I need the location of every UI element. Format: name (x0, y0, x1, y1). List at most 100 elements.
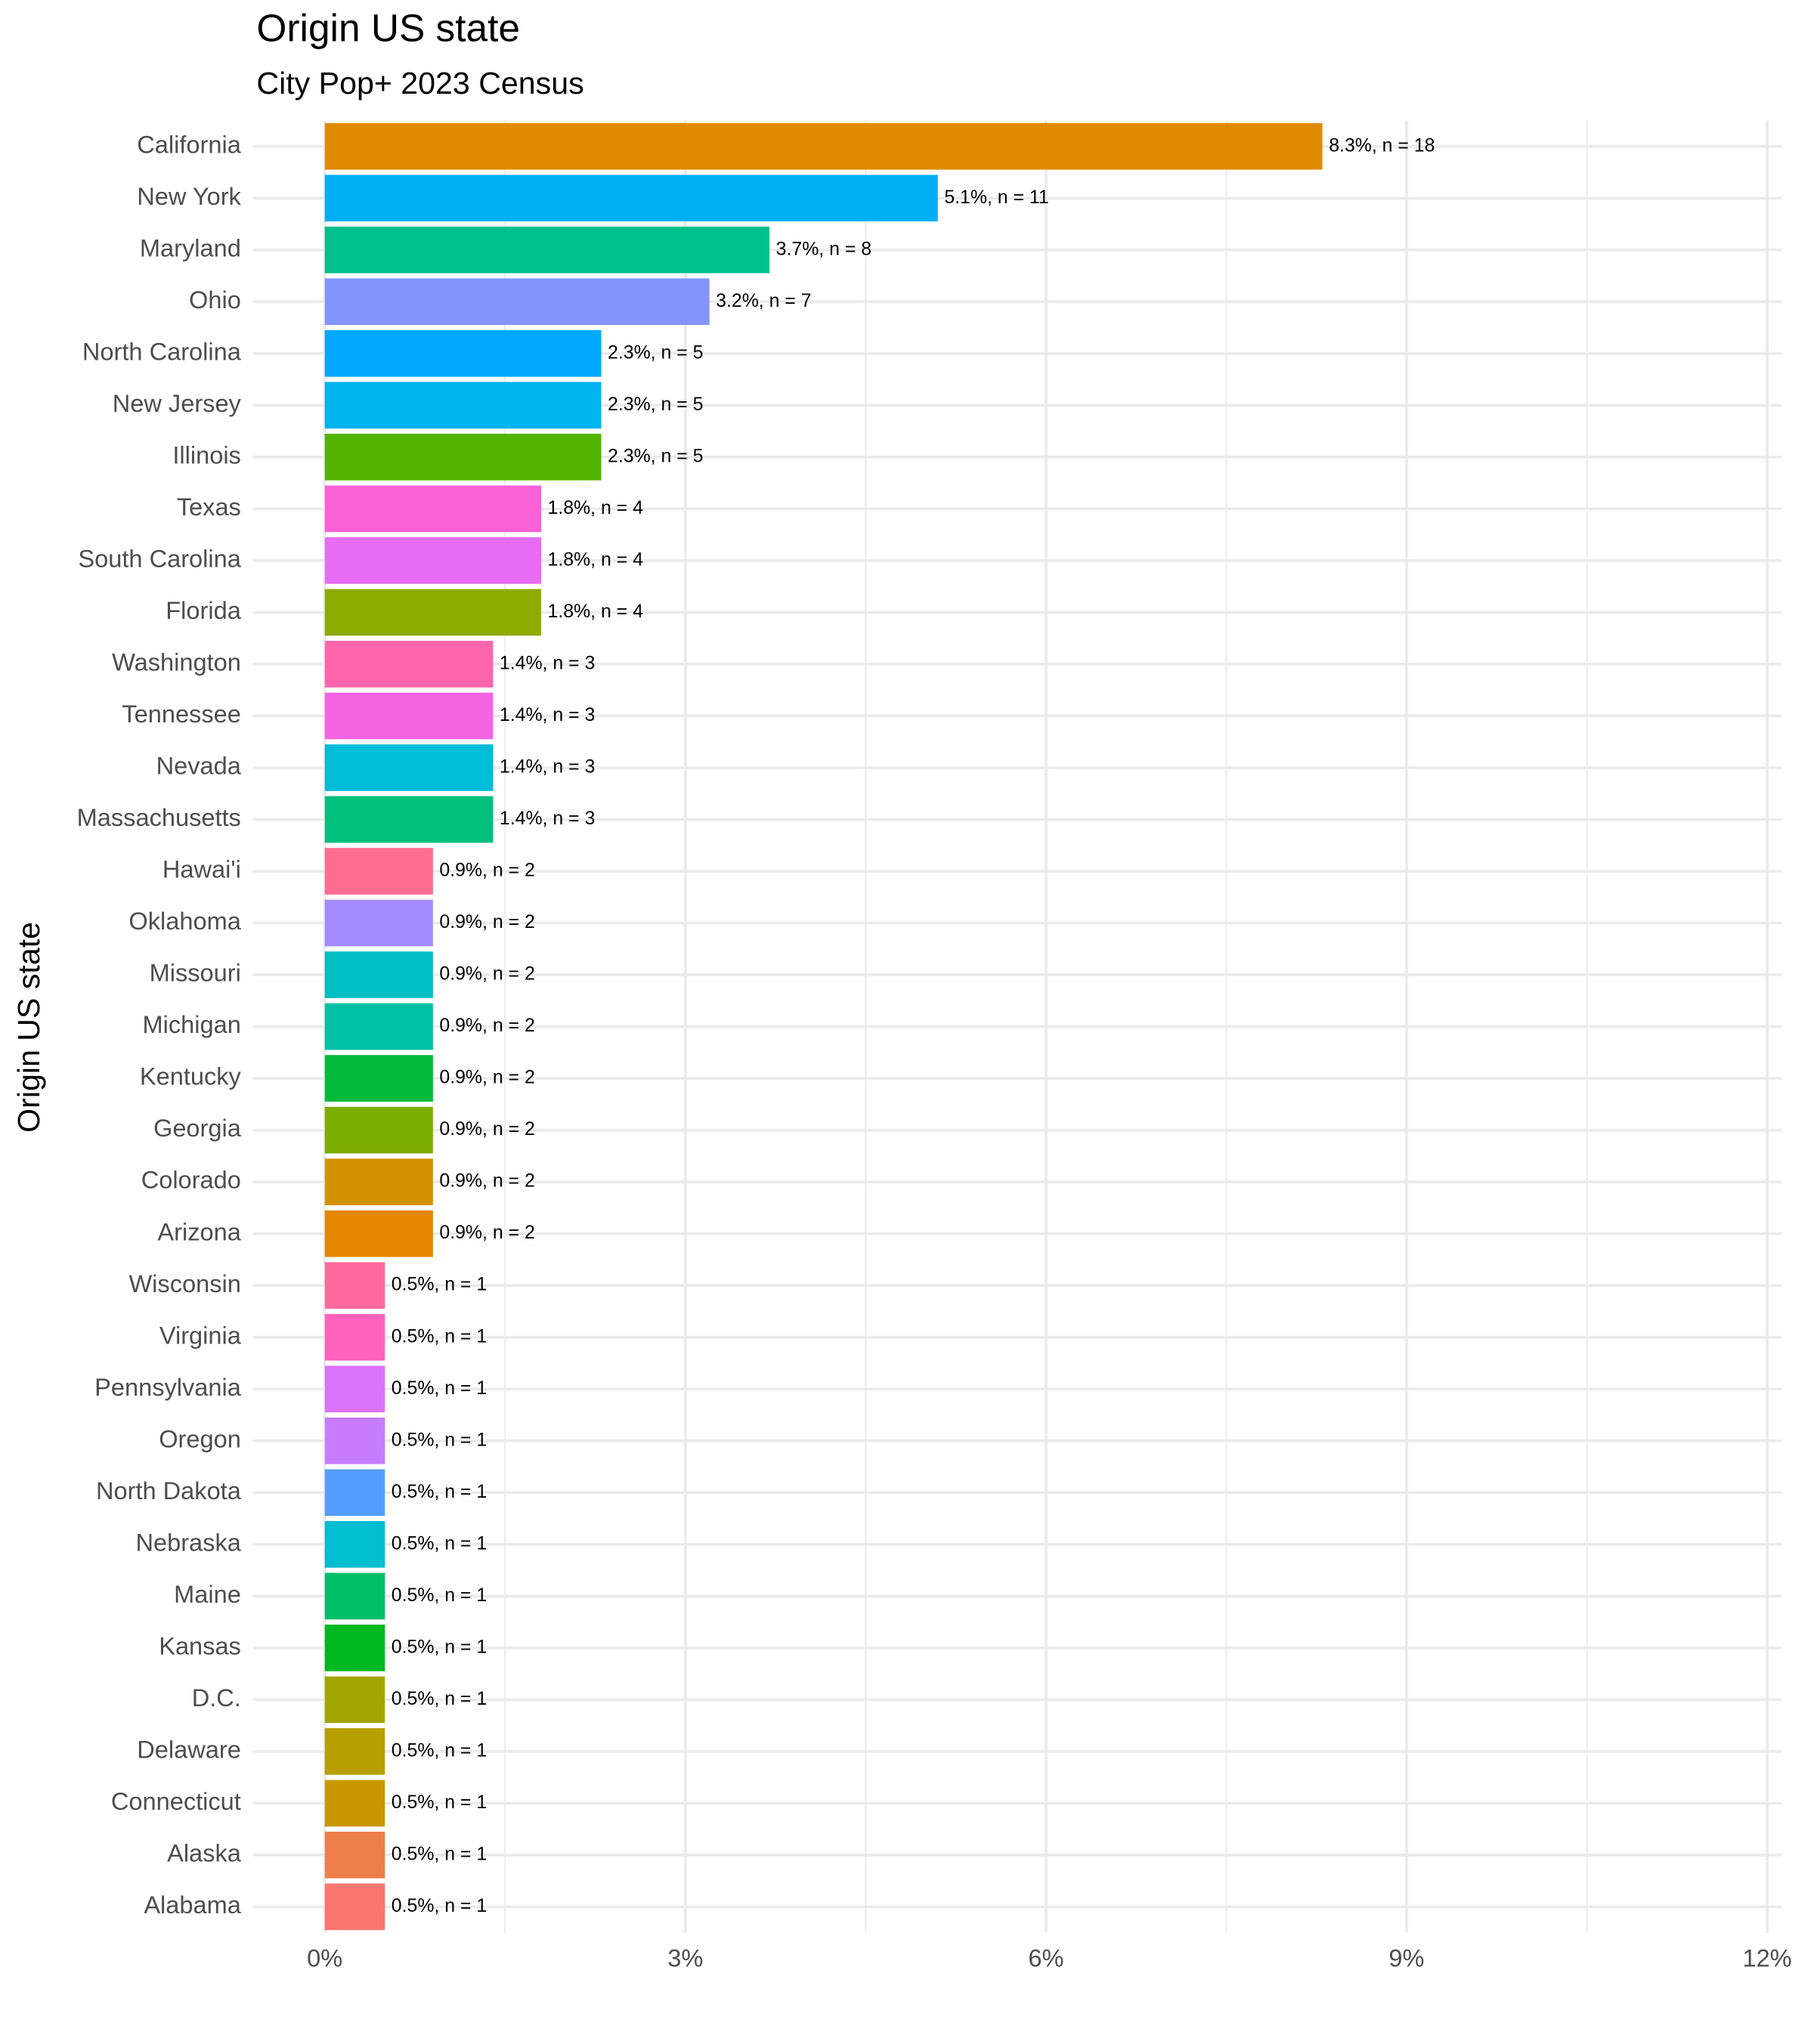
value-label: 0.9%, n = 2 (439, 1068, 534, 1088)
y-tick-label: D.C. (192, 1684, 241, 1712)
y-tick-label: Washington (112, 649, 241, 676)
y-tick-label: Oklahoma (128, 908, 241, 935)
y-tick-label: Ohio (189, 286, 241, 314)
value-label: 3.7%, n = 8 (776, 239, 871, 259)
value-label: 0.5%, n = 1 (392, 1430, 487, 1450)
bar (324, 1106, 433, 1154)
bar (324, 692, 494, 740)
y-tick-label: Texas (177, 493, 241, 521)
value-label: 0.5%, n = 1 (392, 1740, 487, 1761)
y-tick-label: Michigan (143, 1011, 241, 1038)
value-label: 1.4%, n = 3 (500, 757, 595, 778)
y-tick-label: Missouri (150, 960, 241, 987)
bar (324, 1055, 433, 1102)
value-label: 0.9%, n = 2 (439, 912, 534, 932)
y-tick-label: Virginia (159, 1322, 242, 1349)
value-label: 3.2%, n = 7 (716, 291, 811, 311)
value-label: 1.4%, n = 3 (500, 809, 595, 829)
y-tick-label: North Dakota (96, 1477, 242, 1504)
bar (324, 641, 494, 688)
y-tick-label: Arizona (157, 1218, 241, 1245)
value-label: 2.3%, n = 5 (608, 342, 703, 363)
value-label: 0.5%, n = 1 (392, 1585, 487, 1606)
bar (324, 485, 541, 533)
value-label: 0.9%, n = 2 (439, 1171, 534, 1192)
y-tick-label: Nevada (156, 753, 242, 780)
value-label: 8.3%, n = 18 (1329, 135, 1435, 156)
bar (324, 1313, 385, 1361)
bar (324, 1417, 385, 1464)
y-axis-label: Origin US state (11, 922, 46, 1133)
bar (324, 589, 541, 636)
x-tick-label: 3% (667, 1944, 703, 1971)
x-tick-label: 0% (307, 1944, 342, 1971)
bar (324, 1625, 385, 1671)
value-label: 0.9%, n = 2 (439, 1223, 534, 1243)
bar (324, 1158, 433, 1205)
bar (324, 1469, 385, 1517)
value-label: 1.8%, n = 4 (548, 601, 644, 622)
y-tick-label: Massachusetts (77, 804, 241, 831)
bar (324, 1832, 385, 1879)
y-tick-label: Pennsylvania (94, 1374, 242, 1401)
value-label: 0.5%, n = 1 (392, 1275, 487, 1295)
bar (324, 1003, 433, 1050)
y-tick-label: New York (137, 183, 241, 210)
bar (324, 796, 494, 843)
y-tick-label: Alabama (144, 1891, 241, 1919)
bar (324, 1520, 385, 1568)
bar (324, 382, 602, 429)
bar (324, 848, 433, 895)
y-tick-label: Maryland (140, 234, 241, 261)
bar (324, 1365, 385, 1413)
value-label: 1.8%, n = 4 (548, 498, 644, 518)
x-tick-label: 9% (1388, 1944, 1424, 1971)
y-tick-label: Tennessee (122, 700, 241, 728)
y-tick-label: Oregon (159, 1425, 241, 1452)
bar (324, 433, 602, 481)
value-label: 0.5%, n = 1 (392, 1896, 487, 1916)
x-tick-label: 12% (1742, 1944, 1791, 1971)
y-tick-label: Alaska (167, 1840, 242, 1867)
y-tick-label: Colorado (141, 1167, 241, 1194)
value-label: 1.4%, n = 3 (500, 705, 595, 725)
value-label: 0.5%, n = 1 (392, 1533, 487, 1554)
y-tick-label: Kansas (159, 1632, 241, 1659)
chart-subtitle: City Pop+ 2023 Census (256, 66, 584, 100)
value-label: 0.5%, n = 1 (392, 1792, 487, 1813)
y-tick-label: California (137, 131, 241, 158)
value-label: 0.5%, n = 1 (392, 1482, 487, 1502)
bar (324, 278, 710, 326)
value-label: 0.5%, n = 1 (392, 1378, 487, 1399)
value-label: 0.9%, n = 2 (439, 861, 534, 881)
bar (324, 122, 1323, 170)
y-tick-label: Hawai'i (163, 856, 241, 883)
value-label: 5.1%, n = 11 (944, 187, 1048, 208)
bar (324, 1883, 385, 1931)
y-tick-label: Delaware (137, 1736, 241, 1763)
bar (324, 537, 541, 584)
bar (324, 1780, 385, 1827)
value-label: 1.8%, n = 4 (548, 549, 644, 570)
value-label: 0.5%, n = 1 (392, 1637, 487, 1657)
y-tick-label: Connecticut (111, 1788, 241, 1815)
value-label: 0.5%, n = 1 (392, 1689, 487, 1709)
value-label: 1.4%, n = 3 (500, 653, 595, 673)
x-tick-label: 6% (1028, 1944, 1063, 1971)
value-label: 0.9%, n = 2 (439, 964, 534, 985)
bar (324, 1728, 385, 1775)
bar (324, 899, 433, 947)
y-tick-label: Georgia (153, 1115, 242, 1142)
bar (324, 226, 770, 274)
bar (324, 175, 938, 222)
value-label: 0.9%, n = 2 (439, 1119, 534, 1140)
bar (324, 744, 494, 791)
bar (324, 1676, 385, 1724)
value-label: 0.9%, n = 2 (439, 1016, 534, 1036)
value-label: 0.5%, n = 1 (392, 1326, 487, 1347)
bar (324, 1262, 385, 1310)
y-tick-label: Nebraska (135, 1529, 241, 1556)
value-label: 0.5%, n = 1 (392, 1844, 487, 1864)
bar (324, 329, 602, 377)
